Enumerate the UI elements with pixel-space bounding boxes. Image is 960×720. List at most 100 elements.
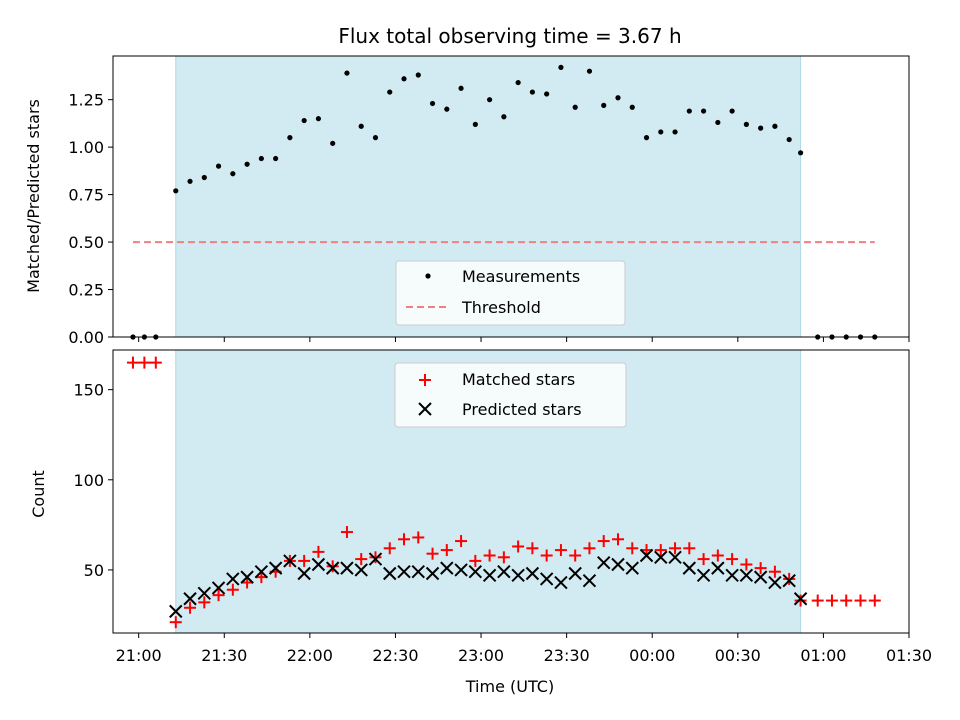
matched-point: [794, 594, 807, 607]
legend-marker-predicted: [418, 402, 432, 416]
measurement-point: [273, 155, 279, 162]
measurement-point: [586, 68, 593, 74]
matched-point: [854, 594, 867, 607]
top-legend-box: [395, 260, 626, 326]
predicted-point: [511, 568, 525, 583]
matched-point: [811, 594, 824, 607]
x-tick-label: 01:30: [886, 646, 932, 665]
bottom-y-axis-label: Count: [29, 470, 48, 518]
predicted-point: [753, 570, 768, 584]
matched-point: [683, 542, 696, 555]
matched-point: [383, 542, 396, 555]
top-y-axis-label: Matched/Predicted stars: [24, 99, 43, 293]
predicted-point: [411, 565, 425, 579]
measurement-point: [344, 70, 350, 76]
measurement-point: [629, 104, 635, 110]
matched-point: [597, 535, 610, 548]
legend-marker-matched: [419, 374, 431, 386]
matched-point: [626, 542, 639, 555]
predicted-point: [454, 563, 468, 577]
matched-point: [369, 551, 382, 564]
matched-point: [340, 526, 353, 539]
predicted-point: [682, 561, 697, 575]
count-plot-area: 50 100 150 21:00 21:30 22:00 22:30 23:00 23:30 00…: [73, 349, 932, 665]
measurement-point: [215, 163, 222, 169]
chart-title: Flux total observing time = 3.67 h: [338, 24, 681, 48]
matched-point: [169, 616, 182, 629]
y-tick-label: 150: [73, 381, 104, 400]
measurement-point: [601, 102, 607, 108]
x-tick-label: 21:00: [116, 646, 162, 665]
bottom-axes-frame: [112, 349, 910, 634]
count-panel: 50 100 150 21:00 21:30 22:00 22:30 23:00 23:30 00…: [29, 349, 932, 696]
matched-point: [569, 549, 582, 562]
predicted-point: [340, 561, 354, 575]
measurement-point: [301, 117, 307, 124]
matched-point: [455, 535, 468, 548]
measurement-point: [429, 100, 436, 107]
legend-label-threshold: Threshold: [461, 298, 541, 317]
measurement-point: [772, 123, 778, 129]
ratio-panel: Flux total observing time = 3.67 h 0.00 0…: [24, 24, 910, 347]
predicted-point: [425, 566, 440, 581]
measurement-point: [786, 136, 792, 143]
matched-point: [740, 558, 753, 571]
measurement-point: [201, 174, 207, 181]
matched-point: [697, 553, 710, 566]
predicted-point: [325, 561, 340, 575]
matched-point: [440, 544, 453, 557]
predicted-point: [711, 561, 725, 575]
bottom-legend: Matched stars Predicted stars: [394, 362, 627, 428]
predicted-point: [582, 574, 597, 588]
legend-label-matched: Matched stars: [462, 370, 575, 389]
measurement-point: [315, 116, 322, 122]
predicted-point: [696, 568, 711, 583]
measurement-point: [472, 121, 478, 127]
x-tick-label: 22:30: [372, 646, 418, 665]
predicted-point: [611, 557, 625, 572]
measurement-point: [544, 91, 550, 97]
measurement-point: [797, 150, 804, 156]
measurement-point: [372, 135, 379, 141]
x-tick-label: 23:00: [458, 646, 504, 665]
matched-point: [711, 549, 724, 562]
matched-point: [138, 356, 151, 369]
measurement-point: [444, 106, 450, 112]
measurement-point: [643, 135, 650, 141]
matched-point: [326, 560, 339, 573]
legend-label-predicted: Predicted stars: [462, 400, 582, 419]
matched-point: [298, 554, 311, 567]
matched-point: [126, 356, 139, 369]
legend-label-measurements: Measurements: [462, 267, 580, 286]
matched-point: [426, 547, 439, 560]
y-tick-label: 0.25: [68, 281, 104, 300]
y-tick-label: 1.00: [68, 138, 104, 157]
matched-point: [726, 553, 739, 566]
x-tick-label: 21:30: [201, 646, 247, 665]
y-tick-label: 100: [73, 471, 104, 490]
matched-point: [540, 549, 553, 562]
predicted-point: [768, 575, 782, 590]
matched-point: [149, 356, 162, 369]
measurement-point: [658, 129, 664, 135]
predicted-point: [654, 550, 668, 565]
predicted-point: [197, 586, 212, 601]
top-legend: Measurements Threshold: [395, 260, 626, 326]
matched-point: [526, 542, 539, 555]
predicted-point: [368, 552, 383, 566]
predicted-point: [782, 574, 796, 588]
predicted-point: [397, 565, 411, 579]
predicted-point: [725, 568, 739, 583]
measurement-point: [187, 178, 193, 184]
measurement-point: [487, 97, 493, 103]
matched-point: [754, 562, 767, 575]
predicted-point: [497, 565, 511, 579]
measurement-point: [458, 85, 464, 91]
matched-point: [654, 544, 667, 557]
measurement-point: [173, 188, 179, 194]
predicted-point: [793, 592, 808, 606]
predicted-point: [311, 557, 326, 572]
predicted-point: [226, 572, 240, 586]
y-tick-label: 0.00: [68, 328, 104, 347]
predicted-point: [539, 572, 554, 586]
